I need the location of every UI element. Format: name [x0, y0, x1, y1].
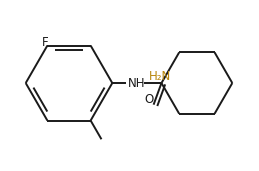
Text: NH: NH: [128, 77, 146, 90]
Text: F: F: [42, 36, 49, 49]
Text: O: O: [144, 93, 153, 106]
Text: H₂N: H₂N: [149, 70, 172, 83]
